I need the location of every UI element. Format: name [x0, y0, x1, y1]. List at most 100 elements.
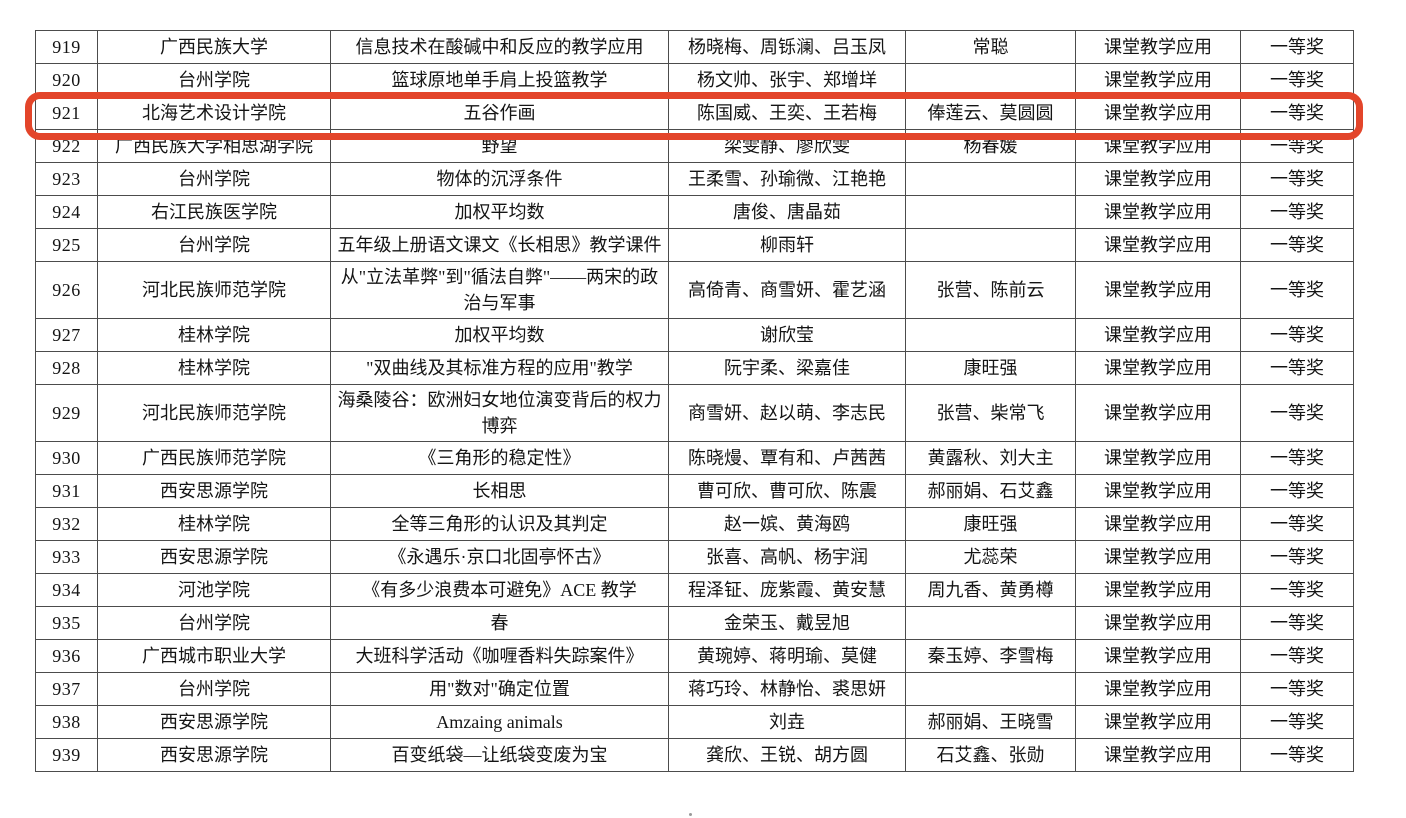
cell-advisors: 周九香、黄勇樽 [905, 573, 1076, 607]
cell-serial-no: 938 [35, 705, 98, 739]
cell-category: 课堂教学应用 [1075, 318, 1241, 352]
cell-work-title: 加权平均数 [330, 318, 669, 352]
cell-school: 桂林学院 [97, 351, 331, 385]
cell-work-title: 《有多少浪费本可避免》ACE 教学 [330, 573, 669, 607]
cell-work-title: 长相思 [330, 474, 669, 508]
cell-serial-no: 923 [35, 162, 98, 196]
cell-category: 课堂教学应用 [1075, 672, 1241, 706]
cell-work-title: 全等三角形的认识及其判定 [330, 507, 669, 541]
cell-work-title: 物体的沉浮条件 [330, 162, 669, 196]
cell-award-level: 一等奖 [1240, 672, 1354, 706]
page-number-mark [689, 813, 692, 816]
cell-authors: 张喜、高帆、杨宇润 [668, 540, 906, 574]
cell-school: 广西城市职业大学 [97, 639, 331, 673]
cell-advisors [905, 195, 1076, 229]
cell-serial-no: 934 [35, 573, 98, 607]
cell-authors: 王柔雪、孙瑜微、江艳艳 [668, 162, 906, 196]
cell-authors: 梁雯静、廖欣雯 [668, 129, 906, 163]
cell-advisors [905, 318, 1076, 352]
cell-authors: 谢欣莹 [668, 318, 906, 352]
table-row: 938 西安思源学院 Amzaing animals 刘垚 郝丽娟、王晓雪 课堂教学应用一… [35, 705, 1354, 739]
cell-work-title: 五年级上册语文课文《长相思》教学课件 [330, 228, 669, 262]
cell-work-title: Amzaing animals [330, 705, 669, 739]
cell-award-level: 一等奖 [1240, 63, 1354, 97]
cell-advisors: 黄露秋、刘大主 [905, 441, 1076, 475]
table-row: 932 桂林学院 全等三角形的认识及其判定 赵一嫔、黄海鸥 康旺强 课堂教学应用 一等奖 [35, 507, 1354, 541]
cell-advisors [905, 63, 1076, 97]
cell-award-level: 一等奖 [1240, 540, 1354, 574]
table-row: 929 河北民族师范学院 海桑陵谷：欧洲妇女地位演变背后的权力博弈 商雪妍、赵以萌、李… [35, 384, 1354, 442]
cell-school: 桂林学院 [97, 318, 331, 352]
cell-work-title: 大班科学活动《咖喱香料失踪案件》 [330, 639, 669, 673]
cell-award-level: 一等奖 [1240, 441, 1354, 475]
cell-work-title: 百变纸袋—让纸袋变废为宝 [330, 738, 669, 772]
cell-serial-no: 926 [35, 261, 98, 319]
cell-advisors: 郝丽娟、王晓雪 [905, 705, 1076, 739]
cell-authors: 杨文帅、张宇、郑增垟 [668, 63, 906, 97]
cell-work-title: 加权平均数 [330, 195, 669, 229]
cell-serial-no: 922 [35, 129, 98, 163]
table-row: 923 台州学院 物体的沉浮条件 王柔雪、孙瑜微、江艳艳 课堂教学应用 一等奖 [35, 162, 1354, 196]
cell-school: 西安思源学院 [97, 738, 331, 772]
table-row: 937 台州学院 用"数对"确定位置 蒋巧玲、林静怡、裘思妍 课堂教学应用 一等奖 [35, 672, 1354, 706]
cell-category: 课堂教学应用 [1075, 474, 1241, 508]
cell-advisors [905, 672, 1076, 706]
table-row: 936 广西城市职业大学 大班科学活动《咖喱香料失踪案件》 黄琬婷、蒋明瑜、莫健 秦玉婷… [35, 639, 1354, 673]
cell-work-title: 篮球原地单手肩上投篮教学 [330, 63, 669, 97]
cell-authors: 赵一嫔、黄海鸥 [668, 507, 906, 541]
table-row: 922 广西民族大学相思湖学院 野望 梁雯静、廖欣雯 杨春媛 课堂教学应用 一等奖 [35, 129, 1354, 163]
cell-award-level: 一等奖 [1240, 261, 1354, 319]
cell-school: 河池学院 [97, 573, 331, 607]
cell-authors: 陈国威、王奕、王若梅 [668, 96, 906, 130]
cell-work-title: 从"立法革弊"到"循法自弊"——两宋的政治与军事 [330, 261, 669, 319]
cell-award-level: 一等奖 [1240, 474, 1354, 508]
cell-school: 台州学院 [97, 228, 331, 262]
cell-award-level: 一等奖 [1240, 96, 1354, 130]
cell-school: 台州学院 [97, 162, 331, 196]
cell-authors: 程泽钲、庞紫霞、黄安慧 [668, 573, 906, 607]
cell-serial-no: 927 [35, 318, 98, 352]
cell-advisors: 石艾鑫、张勋 [905, 738, 1076, 772]
table-row: 934 河池学院 《有多少浪费本可避免》ACE 教学 程泽钲、庞紫霞、黄安慧 周九香、黄… [35, 573, 1354, 607]
cell-advisors: 张营、陈前云 [905, 261, 1076, 319]
cell-authors: 唐俊、唐晶茹 [668, 195, 906, 229]
cell-work-title: 海桑陵谷：欧洲妇女地位演变背后的权力博弈 [330, 384, 669, 442]
cell-advisors: 俸莲云、莫圆圆 [905, 96, 1076, 130]
cell-award-level: 一等奖 [1240, 228, 1354, 262]
cell-advisors: 郝丽娟、石艾鑫 [905, 474, 1076, 508]
cell-serial-no: 933 [35, 540, 98, 574]
cell-category: 课堂教学应用 [1075, 573, 1241, 607]
table-row: 928 桂林学院 "双曲线及其标准方程的应用"教学 阮宇柔、梁嘉佳 康旺强 课堂教学应用一… [35, 351, 1354, 385]
cell-award-level: 一等奖 [1240, 738, 1354, 772]
cell-category: 课堂教学应用 [1075, 129, 1241, 163]
cell-authors: 黄琬婷、蒋明瑜、莫健 [668, 639, 906, 673]
cell-serial-no: 937 [35, 672, 98, 706]
table-row: 939 西安思源学院 百变纸袋—让纸袋变废为宝 龚欣、王锐、胡方圆 石艾鑫、张勋 课堂教学… [35, 738, 1354, 772]
cell-school: 台州学院 [97, 606, 331, 640]
cell-award-level: 一等奖 [1240, 351, 1354, 385]
table-row: 920 台州学院 篮球原地单手肩上投篮教学 杨文帅、张宇、郑增垟 课堂教学应用 一等奖 [35, 63, 1354, 97]
cell-category: 课堂教学应用 [1075, 384, 1241, 442]
cell-award-level: 一等奖 [1240, 507, 1354, 541]
table-row: 935 台州学院春金荣玉、戴昱旭 课堂教学应用 一等奖 [35, 606, 1354, 640]
cell-advisors: 尤蕊荣 [905, 540, 1076, 574]
cell-work-title: 春 [330, 606, 669, 640]
cell-serial-no: 930 [35, 441, 98, 475]
cell-award-level: 一等奖 [1240, 639, 1354, 673]
cell-advisors [905, 162, 1076, 196]
cell-work-title: 五谷作画 [330, 96, 669, 130]
cell-authors: 阮宇柔、梁嘉佳 [668, 351, 906, 385]
cell-category: 课堂教学应用 [1075, 96, 1241, 130]
cell-category: 课堂教学应用 [1075, 63, 1241, 97]
cell-work-title: 野望 [330, 129, 669, 163]
cell-school: 台州学院 [97, 672, 331, 706]
cell-category: 课堂教学应用 [1075, 228, 1241, 262]
cell-authors: 高倚青、商雪妍、霍艺涵 [668, 261, 906, 319]
table-row: 919 广西民族大学 信息技术在酸碱中和反应的教学应用 杨晓梅、周铄澜、吕玉凤 常聪 课堂… [35, 30, 1354, 64]
table-row: 927 桂林学院 加权平均数 谢欣莹 课堂教学应用 一等奖 [35, 318, 1354, 352]
table-row: 930 广西民族师范学院 《三角形的稳定性》 陈晓熳、覃有和、卢茜茜 黄露秋、刘大主 课堂… [35, 441, 1354, 475]
cell-serial-no: 936 [35, 639, 98, 673]
table-row: 933 西安思源学院 《永遇乐·京口北固亭怀古》 张喜、高帆、杨宇润 尤蕊荣 课堂教学应用… [35, 540, 1354, 574]
cell-serial-no: 920 [35, 63, 98, 97]
